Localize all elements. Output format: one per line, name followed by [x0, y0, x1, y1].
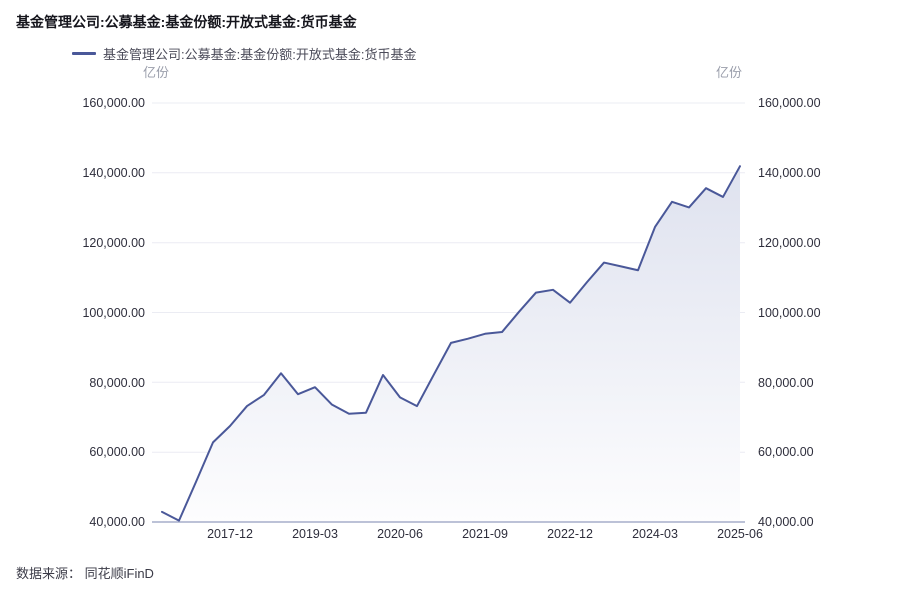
- y-axis-tick-right: 140,000.00: [758, 166, 821, 180]
- y-axis-tick-right: 80,000.00: [758, 376, 814, 390]
- x-axis-tick: 2025-06: [717, 527, 763, 541]
- y-axis-unit-right: 亿份: [716, 65, 743, 80]
- y-axis-tick-left: 120,000.00: [82, 236, 145, 250]
- x-axis-tick: 2020-06: [377, 527, 423, 541]
- x-axis-tick: 2024-03: [632, 527, 678, 541]
- y-axis-tick-left: 60,000.00: [89, 445, 145, 459]
- y-axis-tick-left: 140,000.00: [82, 166, 145, 180]
- legend: 基金管理公司:公募基金:基金份额:开放式基金:货币基金: [72, 44, 416, 62]
- y-axis-tick-left: 80,000.00: [89, 376, 145, 390]
- legend-item[interactable]: 基金管理公司:公募基金:基金份额:开放式基金:货币基金: [72, 44, 416, 63]
- x-axis-tick: 2019-03: [292, 527, 338, 541]
- legend-line-mark: [72, 51, 96, 55]
- y-axis-tick-right: 100,000.00: [758, 306, 821, 320]
- y-axis-tick-right: 60,000.00: [758, 445, 814, 459]
- y-axis-tick-left: 100,000.00: [82, 306, 145, 320]
- y-axis-tick-left: 160,000.00: [82, 96, 145, 110]
- x-axis-tick: 2021-09: [462, 527, 508, 541]
- y-axis-tick-right: 120,000.00: [758, 236, 821, 250]
- x-axis-tick: 2022-12: [547, 527, 593, 541]
- y-axis-tick-right: 160,000.00: [758, 96, 821, 110]
- data-source: 数据来源： 同花顺iFinD: [16, 566, 154, 581]
- x-axis-tick: 2017-12: [207, 527, 253, 541]
- y-axis-tick-right: 40,000.00: [758, 515, 814, 529]
- legend-label: 基金管理公司:公募基金:基金份额:开放式基金:货币基金: [103, 46, 417, 62]
- y-axis-unit-left: 亿份: [143, 65, 170, 80]
- y-axis-tick-left: 40,000.00: [89, 515, 145, 529]
- chart-title: 基金管理公司:公募基金:基金份额:开放式基金:货币基金: [16, 14, 357, 30]
